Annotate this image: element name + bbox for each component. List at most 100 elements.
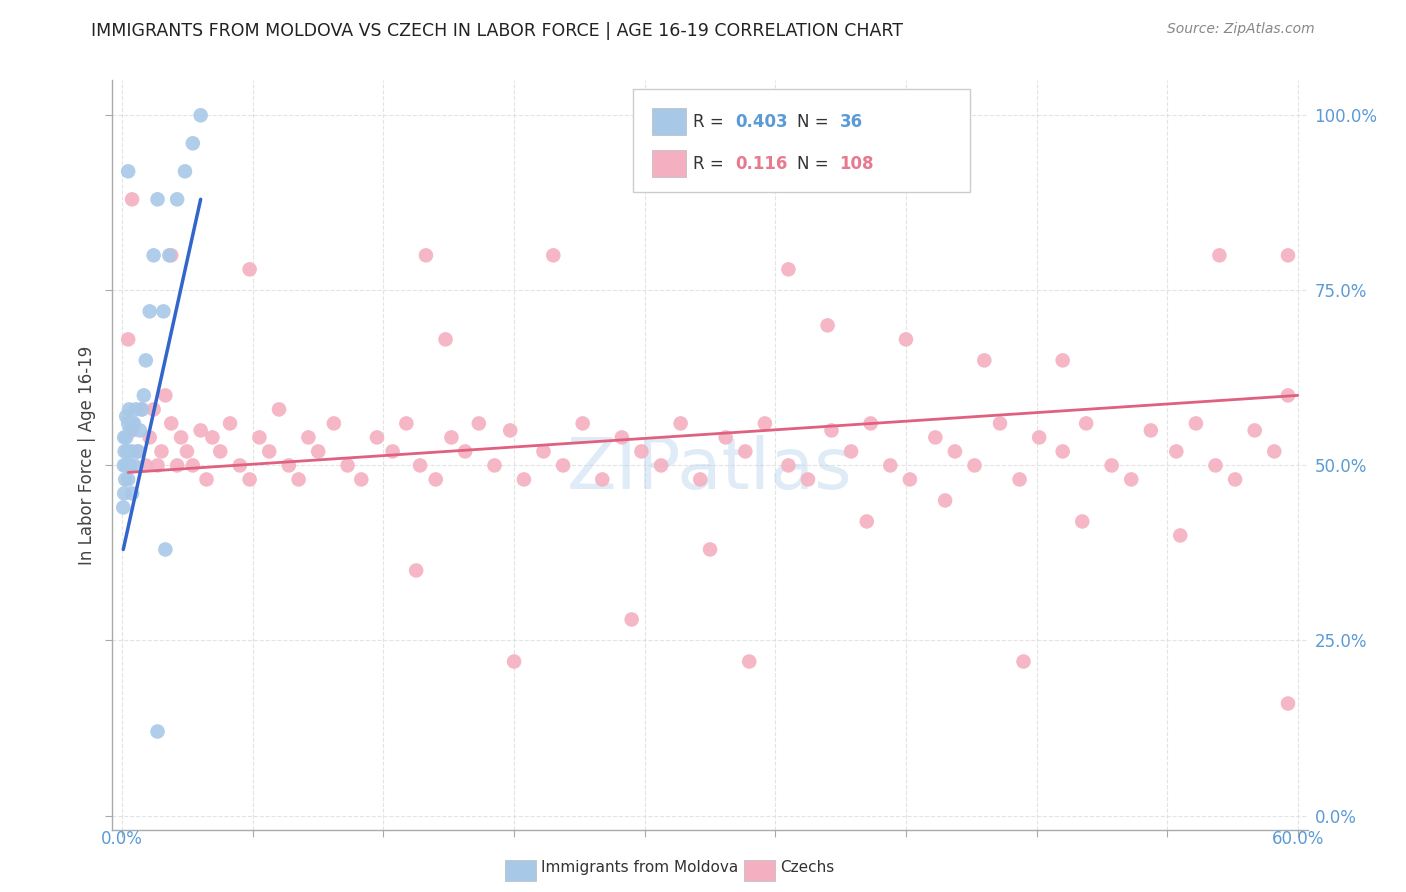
Point [1101, 458, 1123, 473]
Point [115, 409, 138, 424]
Point [499, 424, 522, 438]
Point [1277, 697, 1299, 711]
Point [689, 472, 711, 486]
Point [117, 472, 139, 486]
Point [121, 424, 143, 438]
Point [132, 388, 155, 402]
Point [219, 417, 242, 431]
Point [934, 493, 956, 508]
Point [181, 458, 204, 473]
Point [160, 417, 183, 431]
Point [409, 458, 432, 473]
Point [181, 136, 204, 151]
Point [734, 444, 756, 458]
Point [120, 458, 142, 473]
Point [146, 458, 169, 473]
Point [166, 458, 188, 473]
Point [859, 417, 882, 431]
Point [157, 248, 180, 262]
Text: 60.0%: 60.0% [1271, 830, 1324, 847]
Point [112, 458, 135, 473]
Point [142, 402, 165, 417]
Point [155, 542, 177, 557]
Point [131, 402, 153, 417]
Point [425, 472, 447, 486]
Text: 0.0%: 0.0% [101, 830, 143, 847]
Point [112, 486, 135, 500]
Point [176, 444, 198, 458]
Point [513, 472, 536, 486]
Point [209, 444, 232, 458]
Point [1028, 430, 1050, 444]
Point [754, 417, 776, 431]
Point [503, 655, 526, 669]
Point [287, 472, 309, 486]
Point [249, 430, 271, 444]
Point [440, 430, 463, 444]
Point [112, 500, 135, 515]
Point [115, 430, 138, 444]
Point [879, 458, 901, 473]
Point [699, 542, 721, 557]
Text: R =: R = [693, 112, 730, 130]
Point [778, 262, 800, 277]
Point [114, 444, 136, 458]
Point [322, 417, 344, 431]
Point [257, 444, 280, 458]
Point [714, 430, 737, 444]
Point [415, 248, 437, 262]
Y-axis label: In Labor Force | Age 16-19: In Labor Force | Age 16-19 [77, 345, 96, 565]
Point [115, 444, 138, 458]
Point [1008, 472, 1031, 486]
Point [963, 458, 986, 473]
Point [117, 417, 139, 431]
Point [135, 458, 157, 473]
Point [1166, 444, 1188, 458]
Point [817, 318, 839, 333]
Point [1205, 458, 1227, 473]
Point [125, 402, 148, 417]
Text: Immigrants from Moldova: Immigrants from Moldova [541, 861, 738, 875]
Point [1140, 424, 1163, 438]
Point [1277, 388, 1299, 402]
Point [190, 424, 212, 438]
Point [381, 444, 404, 458]
Point [170, 430, 193, 444]
Point [155, 388, 177, 402]
Point [988, 417, 1011, 431]
Text: N =: N = [797, 155, 834, 173]
Point [1052, 444, 1074, 458]
Point [797, 472, 820, 486]
Point [973, 353, 995, 368]
Point [1121, 472, 1143, 486]
Text: 108: 108 [839, 155, 875, 173]
Point [350, 472, 373, 486]
Point [669, 417, 692, 431]
Point [1243, 424, 1265, 438]
Point [146, 724, 169, 739]
Text: N =: N = [797, 112, 834, 130]
Point [121, 417, 143, 431]
Point [135, 353, 157, 368]
Point [131, 402, 153, 417]
Point [117, 164, 139, 178]
Point [1208, 248, 1230, 262]
Point [195, 472, 218, 486]
Point [138, 430, 160, 444]
Point [277, 458, 299, 473]
Point [1076, 417, 1098, 431]
Point [650, 458, 672, 473]
Text: 0.116: 0.116 [735, 155, 787, 173]
Point [117, 332, 139, 346]
Text: Czechs: Czechs [780, 861, 835, 875]
Point [1277, 248, 1299, 262]
Point [142, 248, 165, 262]
Point [121, 486, 143, 500]
Point [620, 612, 643, 626]
Point [1223, 472, 1246, 486]
Point [855, 515, 877, 529]
Point [924, 430, 946, 444]
Point [1168, 528, 1191, 542]
Point [484, 458, 506, 473]
Point [150, 444, 173, 458]
